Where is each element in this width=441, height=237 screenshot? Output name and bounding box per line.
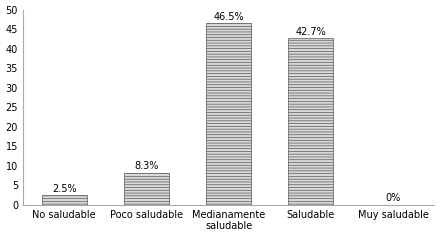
Text: 2.5%: 2.5% <box>52 184 77 194</box>
Text: 46.5%: 46.5% <box>213 12 244 22</box>
Text: 8.3%: 8.3% <box>134 161 159 171</box>
Bar <box>41 195 87 205</box>
Bar <box>206 23 251 205</box>
Text: 0%: 0% <box>385 193 400 203</box>
Text: 42.7%: 42.7% <box>295 27 326 36</box>
Bar <box>124 173 169 205</box>
Bar <box>288 38 333 205</box>
